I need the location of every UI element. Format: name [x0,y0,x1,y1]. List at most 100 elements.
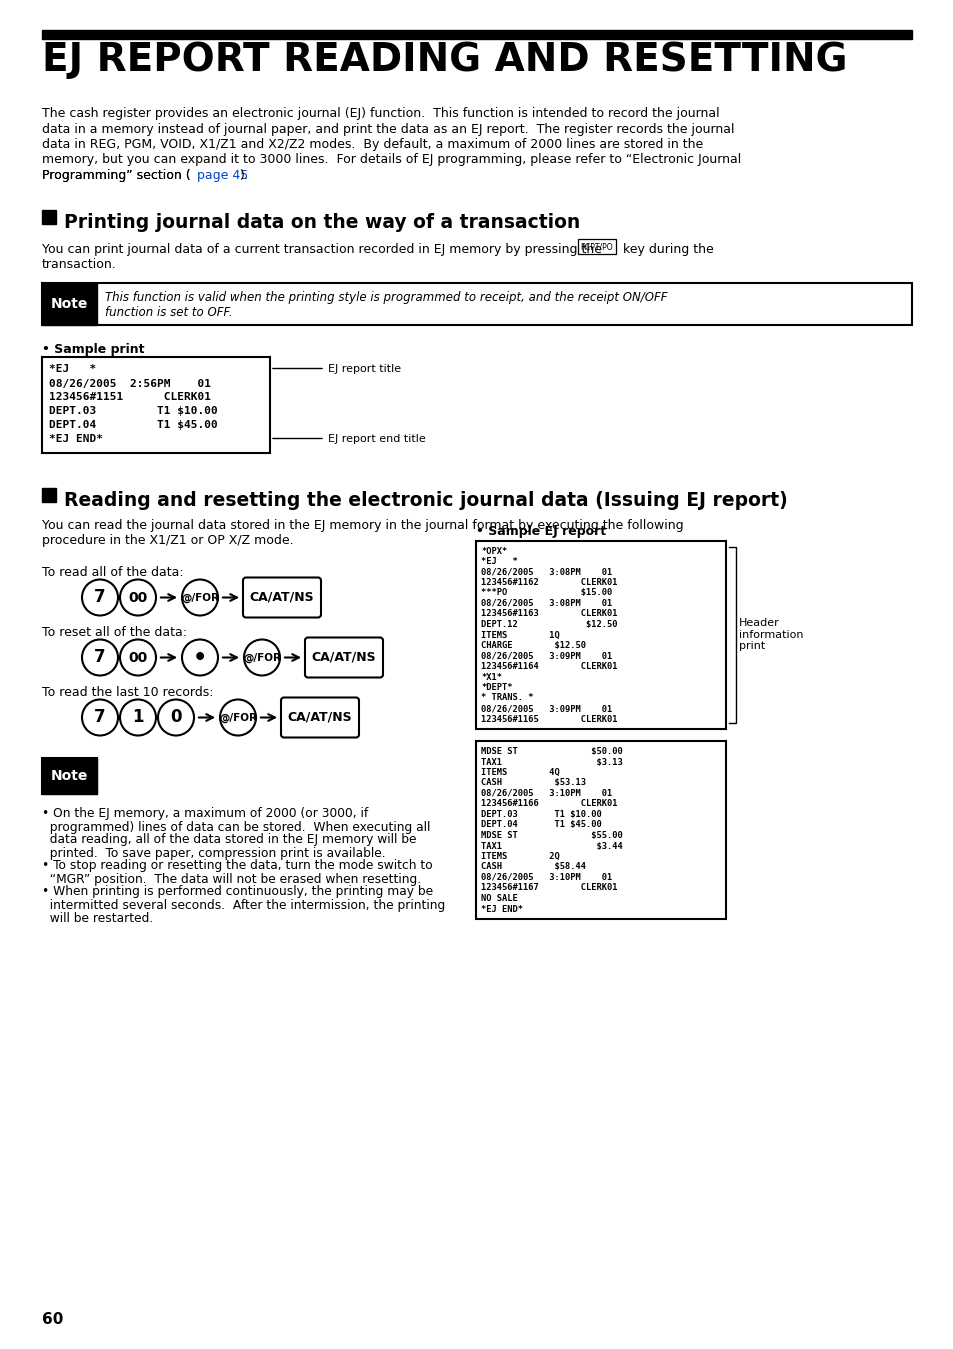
Circle shape [120,639,156,676]
Text: CA/AT/NS: CA/AT/NS [288,711,352,724]
Text: To reset all of the data:: To reset all of the data: [42,626,187,638]
Bar [42,282,911,325]
Text: TAX1                  $3.13: TAX1 $3.13 [480,758,622,766]
Circle shape [244,639,280,676]
Text: DEPT.04         T1 $45.00: DEPT.04 T1 $45.00 [49,421,217,430]
Text: EJ report title: EJ report title [328,363,400,374]
Text: •: • [193,648,207,668]
Text: You can print journal data of a current transaction recorded in EJ memory by pre: You can print journal data of a current … [42,243,601,255]
Text: 7: 7 [94,649,106,666]
Circle shape [120,700,156,735]
Circle shape [220,700,255,735]
Text: *EJ END*: *EJ END* [49,434,103,445]
Circle shape [158,700,193,735]
Text: 60: 60 [42,1313,63,1327]
Text: Programming” section (: Programming” section ( [42,169,191,182]
Text: *EJ   *: *EJ * [49,364,96,375]
Text: TAX1                  $3.44: TAX1 $3.44 [480,842,622,850]
Bar [42,209,56,224]
Text: MDSE ST              $55.00: MDSE ST $55.00 [480,831,622,840]
Text: To read the last 10 records:: To read the last 10 records: [42,685,213,699]
Text: DEPT.03         T1 $10.00: DEPT.03 T1 $10.00 [49,406,217,417]
Text: 08/26/2005   3:08PM    01: 08/26/2005 3:08PM 01 [480,599,612,608]
Text: • On the EJ memory, a maximum of 2000 (or 3000, if: • On the EJ memory, a maximum of 2000 (o… [42,808,368,820]
Text: 123456#1163        CLERK01: 123456#1163 CLERK01 [480,610,617,618]
Bar [42,487,56,502]
Text: CHARGE        $12.50: CHARGE $12.50 [480,641,585,650]
Text: ***PO              $15.00: ***PO $15.00 [480,588,612,598]
Text: 123456#1167        CLERK01: 123456#1167 CLERK01 [480,884,617,893]
Text: 00: 00 [129,650,148,665]
Text: Note: Note [51,769,88,782]
Text: “MGR” position.  The data will not be erased when resetting.: “MGR” position. The data will not be era… [42,873,420,885]
Text: will be restarted.: will be restarted. [42,912,153,924]
Bar [42,282,97,325]
Text: data reading, all of the data stored in the EJ memory will be: data reading, all of the data stored in … [42,834,416,847]
Text: 08/26/2005   3:09PM    01: 08/26/2005 3:09PM 01 [480,704,612,714]
Text: *EJ END*: *EJ END* [480,904,522,913]
Text: EJ REPORT READING AND RESETTING: EJ REPORT READING AND RESETTING [42,40,846,80]
Text: 123456#1166        CLERK01: 123456#1166 CLERK01 [480,800,617,808]
Circle shape [182,639,218,676]
Text: 08/26/2005  2:56PM    01: 08/26/2005 2:56PM 01 [49,379,211,389]
Text: @/FOR: @/FOR [219,712,256,723]
Text: printed.  To save paper, compression print is available.: printed. To save paper, compression prin… [42,847,385,859]
Text: transaction.: transaction. [42,258,116,271]
Text: * TRANS. *: * TRANS. * [480,693,533,703]
Bar [42,30,911,39]
Circle shape [82,639,118,676]
Text: data in REG, PGM, VOID, X1/Z1 and X2/Z2 modes.  By default, a maximum of 2000 li: data in REG, PGM, VOID, X1/Z1 and X2/Z2 … [42,138,702,151]
Text: ).: ). [240,169,249,182]
Text: 123456#1162        CLERK01: 123456#1162 CLERK01 [480,577,617,587]
Text: intermitted several seconds.  After the intermission, the printing: intermitted several seconds. After the i… [42,898,445,912]
Circle shape [182,580,218,615]
FancyBboxPatch shape [243,577,320,618]
Text: page 45: page 45 [196,169,248,182]
Text: Header
information
print: Header information print [739,618,802,652]
Text: To read all of the data:: To read all of the data: [42,565,183,579]
Circle shape [82,580,118,615]
Text: programmed) lines of data can be stored.  When executing all: programmed) lines of data can be stored.… [42,820,430,834]
Text: function is set to OFF.: function is set to OFF. [105,305,233,318]
Bar [476,541,725,728]
Text: DEPT.12             $12.50: DEPT.12 $12.50 [480,621,617,629]
FancyBboxPatch shape [305,638,382,677]
Text: Programming” section (: Programming” section ( [42,169,191,182]
Text: *EJ   *: *EJ * [480,557,517,567]
Text: CASH          $53.13: CASH $53.13 [480,778,585,788]
Text: • To stop reading or resetting the data, turn the mode switch to: • To stop reading or resetting the data,… [42,859,433,873]
Text: MDSE ST              $50.00: MDSE ST $50.00 [480,747,622,755]
Text: 7: 7 [94,588,106,607]
FancyBboxPatch shape [281,697,358,738]
Text: This function is valid when the printing style is programmed to receipt, and the: This function is valid when the printing… [105,290,667,304]
Text: *DEPT*: *DEPT* [480,683,512,692]
Text: 08/26/2005   3:08PM    01: 08/26/2005 3:08PM 01 [480,568,612,576]
Bar [42,356,270,452]
Text: *X1*: *X1* [480,673,501,681]
Text: @/FOR: @/FOR [243,653,281,662]
Text: DEPT.04       T1 $45.00: DEPT.04 T1 $45.00 [480,820,601,830]
Text: CA/AT/NS: CA/AT/NS [250,591,314,604]
Text: NO SALE: NO SALE [480,894,517,902]
Text: The cash register provides an electronic journal (EJ) function.  This function i: The cash register provides an electronic… [42,107,719,120]
Text: *OPX*: *OPX* [480,546,507,556]
Text: ITEMS        1Q: ITEMS 1Q [480,630,559,639]
Text: @/FOR: @/FOR [181,592,219,603]
Text: EJ report end title: EJ report end title [328,433,425,444]
Text: 00: 00 [129,591,148,604]
Text: 0: 0 [170,708,182,727]
Text: You can read the journal data stored in the EJ memory in the journal format by e: You can read the journal data stored in … [42,518,683,532]
Text: 1: 1 [132,708,144,727]
Text: procedure in the X1/Z1 or OP X/Z mode.: procedure in the X1/Z1 or OP X/Z mode. [42,534,294,546]
Text: • Sample print: • Sample print [42,343,144,356]
Text: CA/AT/NS: CA/AT/NS [312,652,375,664]
Bar [578,239,616,254]
Text: 123456#1151      CLERK01: 123456#1151 CLERK01 [49,393,211,402]
Circle shape [82,700,118,735]
Text: Printing journal data on the way of a transaction: Printing journal data on the way of a tr… [64,213,579,232]
Text: RCPT/PO: RCPT/PO [580,241,613,251]
Text: 08/26/2005   3:09PM    01: 08/26/2005 3:09PM 01 [480,652,612,661]
Text: 08/26/2005   3:10PM    01: 08/26/2005 3:10PM 01 [480,789,612,799]
Text: 123456#1165        CLERK01: 123456#1165 CLERK01 [480,715,617,723]
Text: Reading and resetting the electronic journal data (Issuing EJ report): Reading and resetting the electronic jou… [64,491,787,510]
